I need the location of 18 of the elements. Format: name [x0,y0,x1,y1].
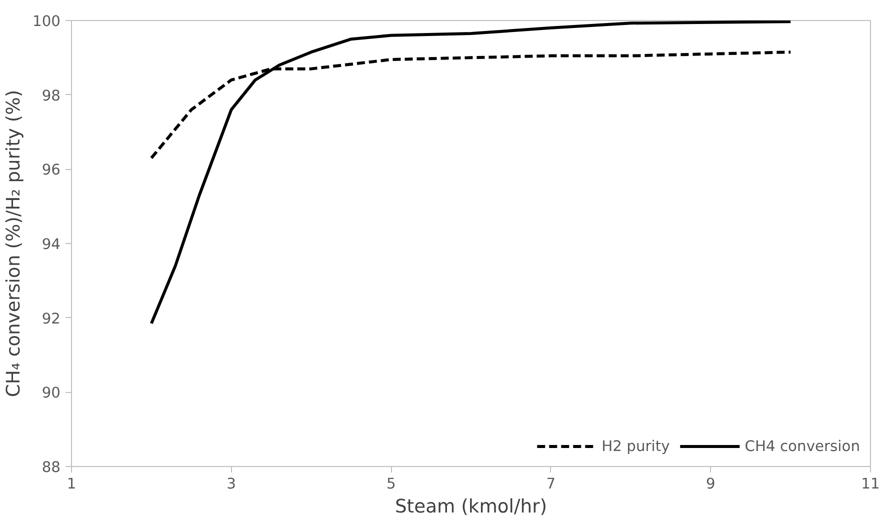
x-tick-label: 11 [861,476,880,492]
y-tick-label: 90 [42,384,61,402]
x-axis-title: Steam (kmol/hr) [394,496,548,518]
y-axis-title: CH₄ conversion (%)/H₂ purity (%) [4,90,25,398]
x-tick-label: 7 [546,476,556,492]
x-tick-label: 5 [386,476,396,492]
x-tick-label: 3 [226,476,236,492]
y-tick-label: 88 [42,459,61,476]
line-series [150,20,792,325]
legend-label: CH4 conversion [744,438,860,454]
y-tick-label: 92 [42,310,61,328]
y-tick-label: 98 [42,87,61,104]
x-tick-label: 1 [66,476,76,492]
y-tick-label: 96 [42,162,61,179]
legend-label: H2 purity [602,438,670,454]
y-tick-label: 100 [32,13,61,30]
y-tick-label: 94 [42,236,61,253]
x-tick-label: 9 [706,476,716,492]
